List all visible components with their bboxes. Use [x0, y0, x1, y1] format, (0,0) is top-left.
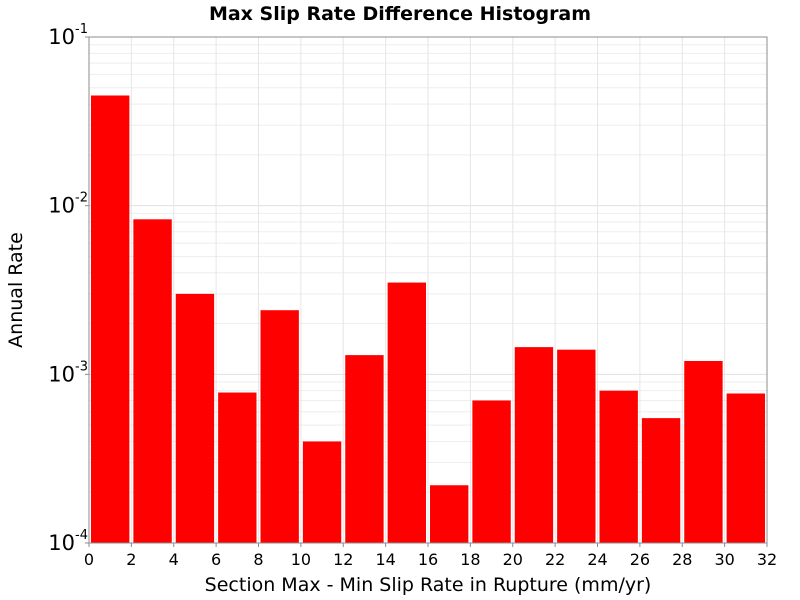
- bar: [430, 485, 469, 543]
- bar: [726, 393, 765, 543]
- x-axis-ticks: 0 2 4 6 8 10 12 14 16 18 20 22 24 26 28 30 32: [84, 543, 777, 569]
- y-tick-label-base: 10: [48, 25, 75, 49]
- y-axis-label: Annual Rate: [5, 232, 27, 348]
- x-tick-label: 22: [545, 550, 565, 569]
- x-tick-label: 14: [375, 550, 395, 569]
- bar: [557, 349, 596, 543]
- x-tick-label: 30: [714, 550, 734, 569]
- bar: [514, 347, 554, 543]
- y-tick-label-exponent: -1: [75, 22, 88, 37]
- bar: [684, 360, 723, 543]
- x-tick-label: 32: [757, 550, 777, 569]
- bar: [345, 355, 384, 543]
- x-axis-label: Section Max - Min Slip Rate in Rupture (…: [205, 574, 652, 596]
- chart-title: Max Slip Rate Difference Histogram: [209, 3, 591, 25]
- y-axis-ticks: 10-110-210-310-4: [48, 22, 89, 555]
- x-tick-label: 10: [291, 550, 311, 569]
- bar: [260, 310, 299, 543]
- y-tick-label-base: 10: [48, 531, 75, 555]
- x-tick-label: 20: [503, 550, 523, 569]
- x-tick-label: 8: [253, 550, 263, 569]
- y-tick-label-base: 10: [48, 194, 75, 218]
- x-tick-label: 0: [84, 550, 94, 569]
- bar: [133, 219, 172, 543]
- x-tick-label: 6: [211, 550, 221, 569]
- x-tick-label: 4: [169, 550, 179, 569]
- y-tick-label-exponent: -2: [75, 191, 88, 206]
- x-tick-label: 28: [672, 550, 692, 569]
- bar: [472, 400, 511, 543]
- x-tick-label: 12: [333, 550, 353, 569]
- bars: [91, 95, 765, 543]
- bar: [599, 390, 638, 543]
- bar: [302, 441, 342, 543]
- x-tick-label: 16: [418, 550, 438, 569]
- y-tick-label-base: 10: [48, 362, 75, 386]
- x-tick-label: 18: [460, 550, 480, 569]
- x-tick-label: 24: [587, 550, 607, 569]
- x-tick-label: 26: [630, 550, 650, 569]
- bar: [218, 392, 257, 543]
- y-tick-label-exponent: -3: [75, 359, 88, 374]
- x-tick-label: 2: [126, 550, 136, 569]
- bar: [175, 293, 215, 543]
- bar: [91, 95, 130, 543]
- bar: [641, 418, 681, 543]
- y-tick-label-exponent: -4: [75, 528, 88, 543]
- bar: [387, 282, 426, 543]
